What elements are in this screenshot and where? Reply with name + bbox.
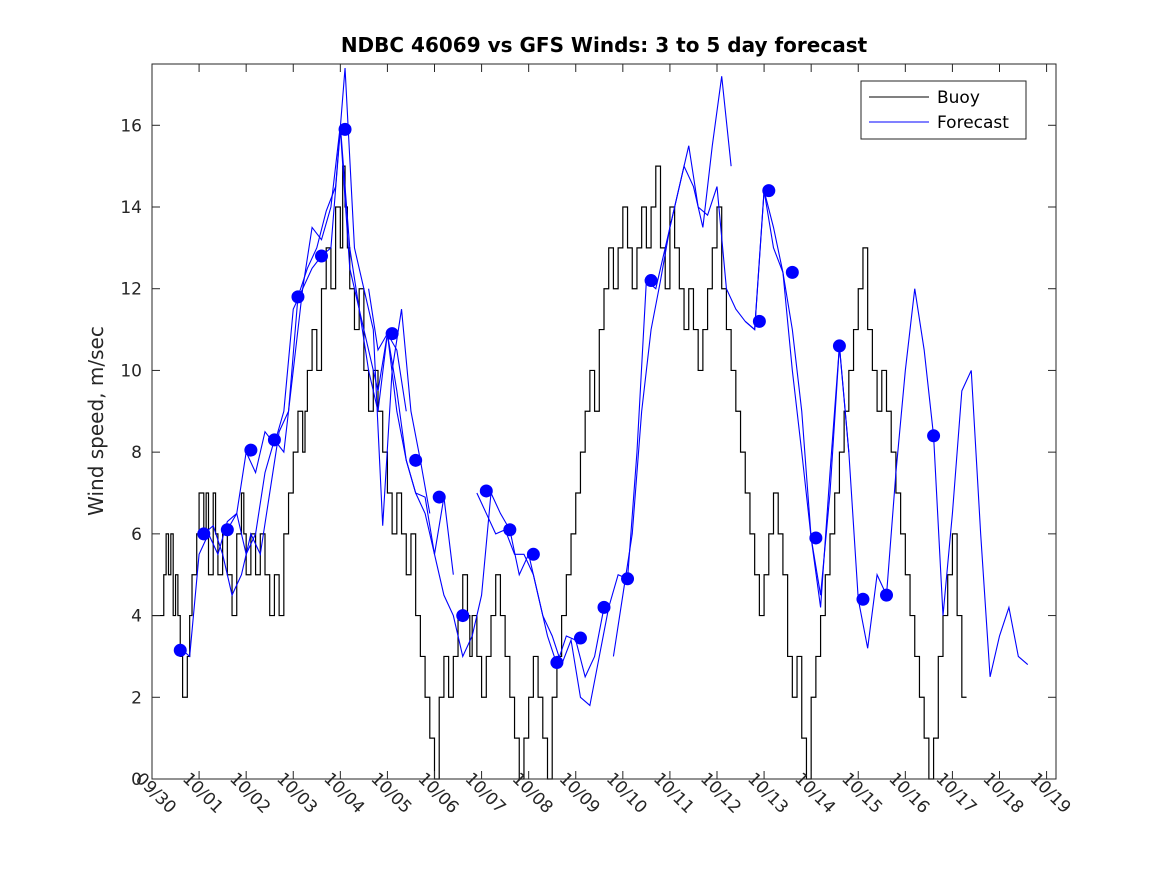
forecast-marker — [621, 572, 635, 586]
y-tick-label: 8 — [131, 443, 142, 463]
plot-frame — [151, 63, 1057, 780]
forecast-marker — [927, 429, 941, 443]
forecast-marker — [244, 443, 258, 457]
forecast-marker — [267, 433, 281, 447]
forecast-marker — [832, 339, 846, 353]
forecast-marker — [432, 490, 446, 504]
legend-box — [860, 80, 1027, 140]
forecast-run-line-1 — [179, 125, 407, 658]
y-tick-label: 12 — [120, 280, 142, 300]
y-tick-label: 0 — [131, 770, 142, 790]
legend-forecast-label: Forecast — [937, 113, 1009, 133]
y-axis: 0 2 4 6 8 10 12 14 16 — [120, 116, 1056, 790]
forecast-marker — [597, 600, 611, 614]
y-tick-label: 6 — [131, 525, 142, 545]
legend: Buoy Forecast — [860, 80, 1027, 140]
y-axis-label: Wind speed, m/sec — [84, 326, 108, 516]
y-tick-label: 4 — [131, 607, 142, 627]
y-tick-label: 2 — [131, 688, 142, 708]
forecast-marker — [856, 592, 870, 606]
forecast-marker — [503, 523, 517, 537]
forecast-marker — [456, 609, 470, 623]
forecast-marker — [315, 249, 328, 263]
y-tick-label: 16 — [120, 116, 142, 136]
forecast-marker — [197, 527, 211, 541]
forecast-run-line-5 — [476, 76, 732, 707]
y-tick-label: 10 — [120, 361, 142, 381]
forecast-marker — [550, 656, 564, 670]
marker-layer — [173, 122, 941, 670]
y-tick-label: 14 — [120, 198, 142, 218]
forecast-marker — [526, 547, 540, 561]
forecast-marker — [220, 523, 234, 537]
forecast-marker — [479, 484, 493, 498]
buoy-series-line — [152, 165, 967, 780]
forecast-marker — [785, 265, 799, 279]
forecast-marker — [762, 184, 776, 198]
forecast-marker — [752, 314, 766, 328]
forecast-marker — [573, 631, 587, 645]
forecast-marker — [291, 290, 305, 304]
forecast-marker — [809, 531, 823, 545]
forecast-marker — [338, 122, 352, 136]
forecast-marker — [409, 453, 423, 467]
forecast-marker — [385, 327, 399, 341]
forecast-run-line-4 — [368, 288, 605, 679]
forecast-marker — [644, 274, 658, 288]
forecast-marker — [173, 643, 187, 657]
forecast-marker — [880, 588, 893, 602]
legend-buoy-label: Buoy — [937, 88, 980, 108]
chart-title: NDBC 46069 vs GFS Winds: 3 to 5 day fore… — [341, 33, 868, 57]
